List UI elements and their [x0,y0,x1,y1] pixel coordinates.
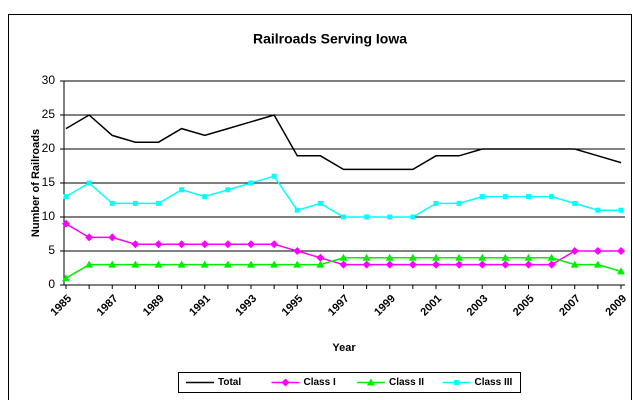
marker [177,240,186,249]
y-axis-label: Number of Railroads [30,129,42,237]
marker [109,200,115,206]
marker [618,207,624,213]
marker [108,233,117,242]
marker [432,253,440,261]
marker [524,260,533,269]
marker [362,260,371,269]
marker [223,240,232,249]
marker [62,219,70,228]
marker [177,260,186,268]
marker [454,380,459,385]
marker [432,260,440,269]
marker [549,194,555,200]
chart-title: Railroads Serving Iowa [253,31,407,47]
marker [132,200,138,206]
marker [293,260,302,268]
legend-label: Class I [304,377,336,388]
marker [131,260,140,268]
legend-label: Class III [475,377,513,388]
marker [367,378,375,386]
marker [364,214,370,220]
y-tick-label: 10 [42,209,56,223]
chart-frame [8,14,632,400]
y-tick-label: 0 [48,277,55,291]
marker [617,267,625,275]
marker [281,378,290,387]
marker [385,260,394,269]
marker [385,253,394,261]
marker [524,253,533,261]
marker [270,260,279,268]
marker [339,253,348,261]
marker [202,194,208,200]
marker [570,247,579,255]
y-tick-label: 15 [42,175,56,189]
y-tick-label: 30 [42,73,56,87]
marker [200,240,209,249]
marker [572,200,578,206]
marker [316,260,325,268]
series-line [65,114,622,171]
marker [248,180,254,186]
y-tick-label: 20 [42,141,56,155]
marker [223,260,232,268]
marker [502,194,508,200]
marker [247,240,255,249]
marker [433,200,439,206]
marker [293,247,302,255]
y-tick-label: 25 [42,107,56,121]
marker [595,207,601,213]
marker [408,260,417,269]
marker [85,260,94,268]
marker [617,247,625,255]
marker [341,214,346,220]
marker [131,240,140,249]
marker [154,260,163,268]
marker [526,194,531,200]
marker [455,253,464,261]
marker [63,194,69,200]
marker [410,214,416,220]
marker [62,274,70,282]
marker [179,187,185,193]
marker [86,180,92,186]
marker [108,260,117,268]
legend-label: Total [218,377,241,388]
marker [154,240,163,249]
marker [478,253,487,261]
marker [316,253,325,262]
marker [247,260,255,268]
marker [455,260,464,269]
legend-box [178,372,521,393]
marker [501,253,510,261]
marker [339,260,348,269]
marker [593,247,602,255]
marker [156,200,161,206]
marker [593,260,602,268]
marker [271,173,277,179]
marker [479,194,485,200]
marker [547,260,556,269]
marker [501,260,510,269]
legend-label: Class II [389,377,424,388]
marker [200,260,209,268]
marker [570,260,579,268]
marker [317,200,323,206]
y-tick-label: 5 [48,243,55,257]
marker [294,207,300,213]
marker [362,253,371,261]
marker [547,253,556,261]
marker [225,187,231,193]
x-axis-label: Year [332,342,356,354]
marker [456,200,462,206]
marker [478,260,487,269]
marker [270,240,279,249]
marker [408,253,417,261]
marker [387,214,393,220]
marker [85,233,94,242]
